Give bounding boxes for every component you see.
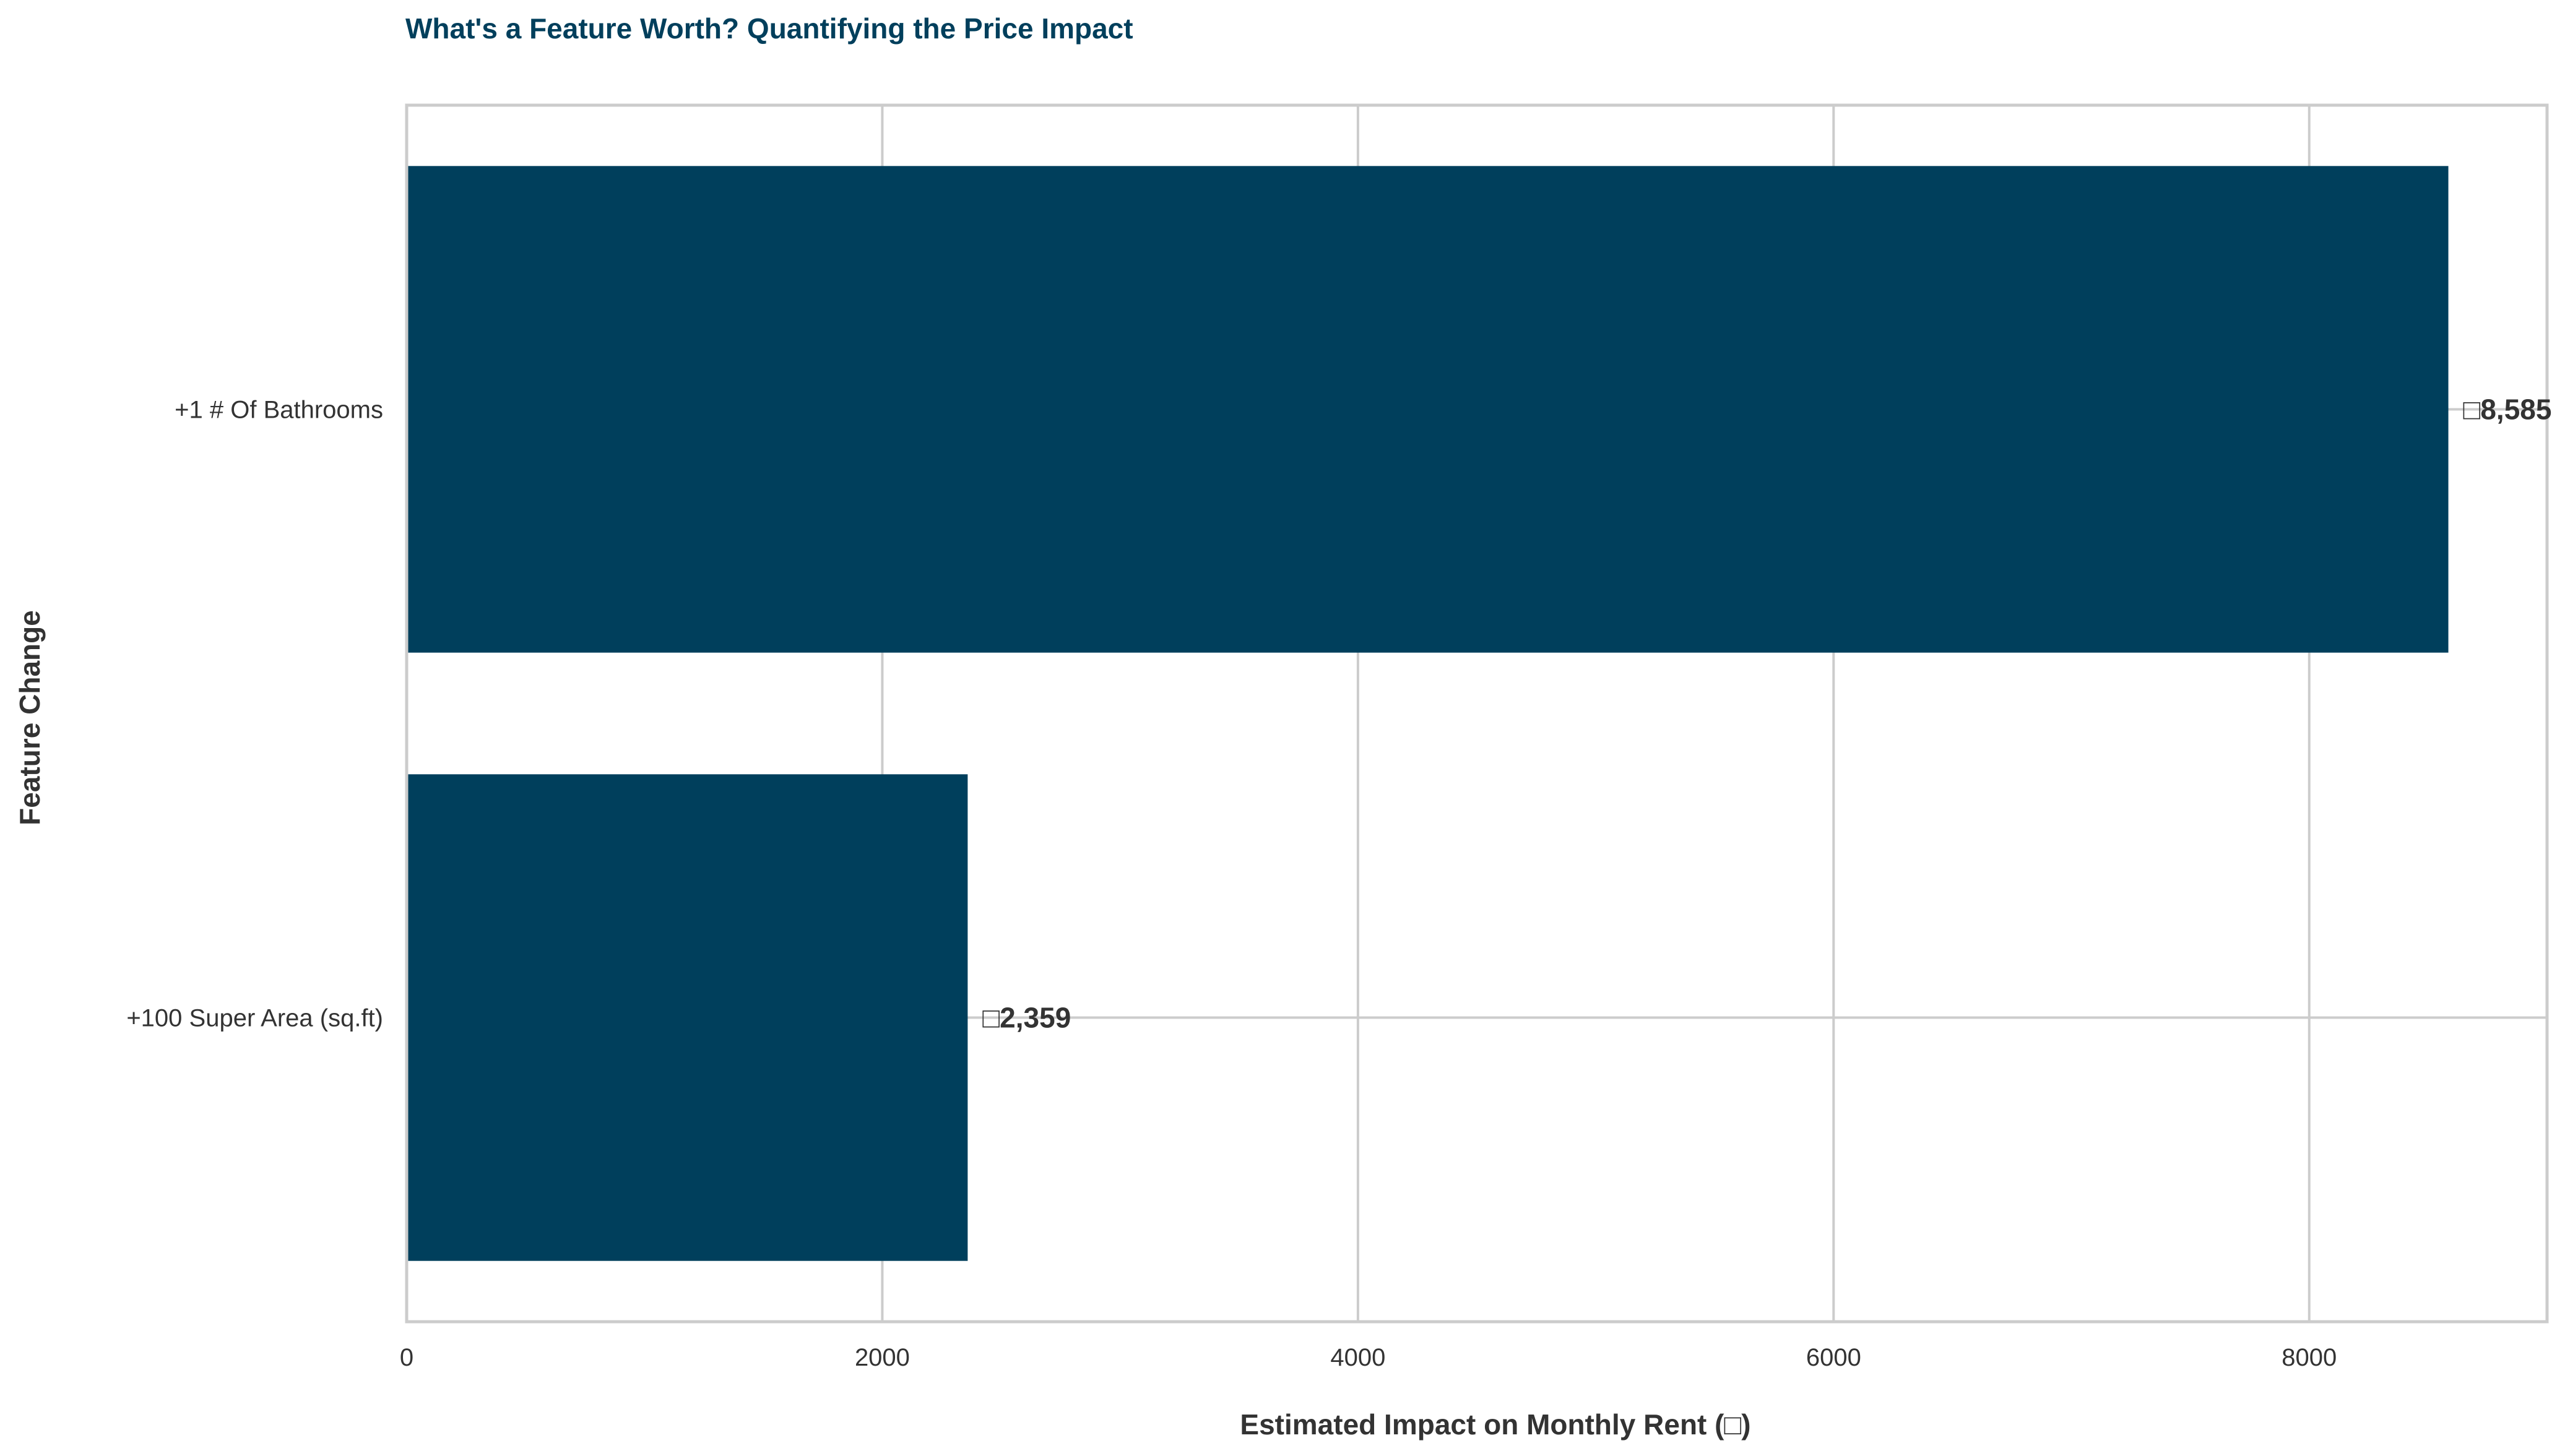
bars — [407, 166, 2449, 1261]
bar — [407, 166, 2449, 653]
x-tick-label: 2000 — [855, 1344, 910, 1371]
y-tick-label: +100 Super Area (sq.ft) — [126, 1005, 383, 1032]
data-labels: □8,585 □2,359 — [982, 394, 2551, 1034]
x-tick-label: 8000 — [2282, 1344, 2337, 1371]
x-tick-label: 6000 — [1806, 1344, 1861, 1371]
y-axis-label: Feature Change — [14, 610, 46, 825]
y-tick-label: +1 # Of Bathrooms — [175, 397, 383, 424]
x-tick-label: 4000 — [1330, 1344, 1385, 1371]
x-tick-labels: 0 2000 4000 6000 8000 — [400, 1344, 2337, 1371]
x-tick-label: 0 — [400, 1344, 413, 1371]
bar-value-label: □8,585 — [2463, 394, 2552, 426]
bar-value-label: □2,359 — [982, 1002, 1071, 1034]
y-tick-labels: +1 # Of Bathrooms +100 Super Area (sq.ft) — [126, 397, 383, 1032]
bar — [407, 774, 968, 1261]
x-axis-label: Estimated Impact on Monthly Rent (□) — [1240, 1408, 1750, 1441]
chart-title: What's a Feature Worth? Quantifying the … — [405, 12, 1133, 45]
plot-frame — [405, 103, 2549, 1324]
